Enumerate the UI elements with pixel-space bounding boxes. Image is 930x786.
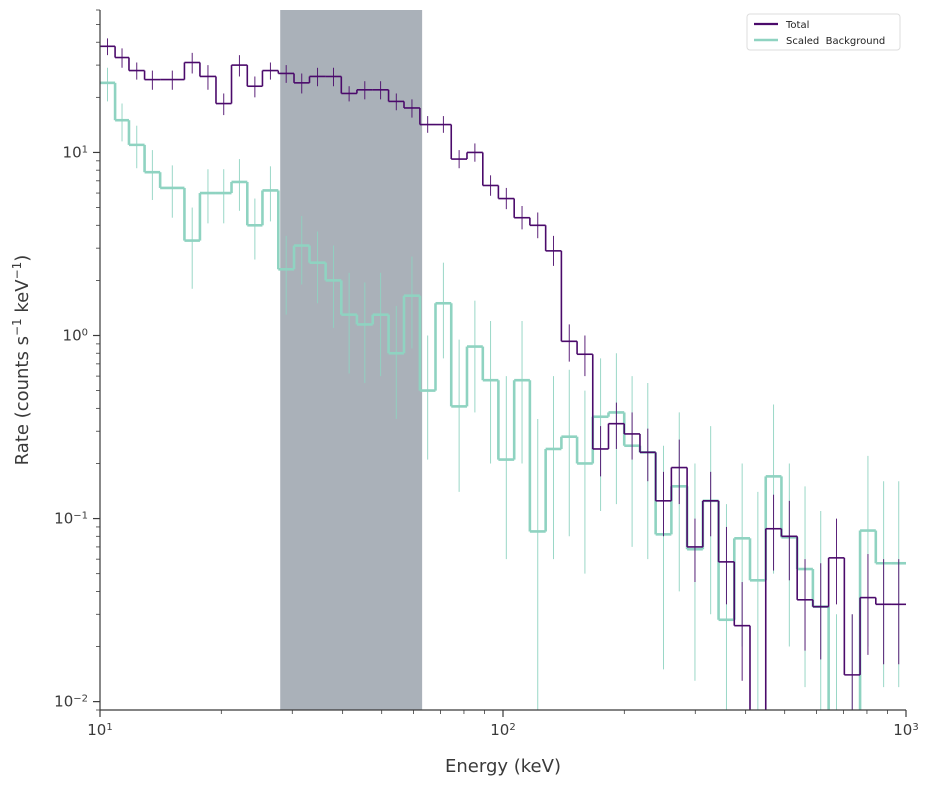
- legend: Total Scaled Background: [746, 13, 901, 51]
- series-total: [100, 38, 906, 710]
- x-axis-label: Energy (keV): [445, 756, 561, 777]
- y-axis-label: Rate (counts s−1 keV−1): [10, 255, 33, 466]
- shaded-band: [280, 10, 423, 710]
- legend-box: [746, 13, 901, 51]
- y-tick-label: 101: [63, 143, 88, 161]
- x-tick-label: 102: [490, 721, 515, 739]
- y-tick-label: 10−1: [54, 510, 88, 528]
- legend-label-background: Scaled Background: [786, 36, 885, 47]
- legend-label-total: Total: [785, 20, 809, 31]
- y-tick-label: 100: [63, 327, 88, 345]
- series-scaled-background: [100, 67, 906, 710]
- x-tick-label: 103: [893, 721, 918, 739]
- x-tick-label: 101: [87, 721, 112, 739]
- y-tick-label: 10−2: [54, 693, 88, 711]
